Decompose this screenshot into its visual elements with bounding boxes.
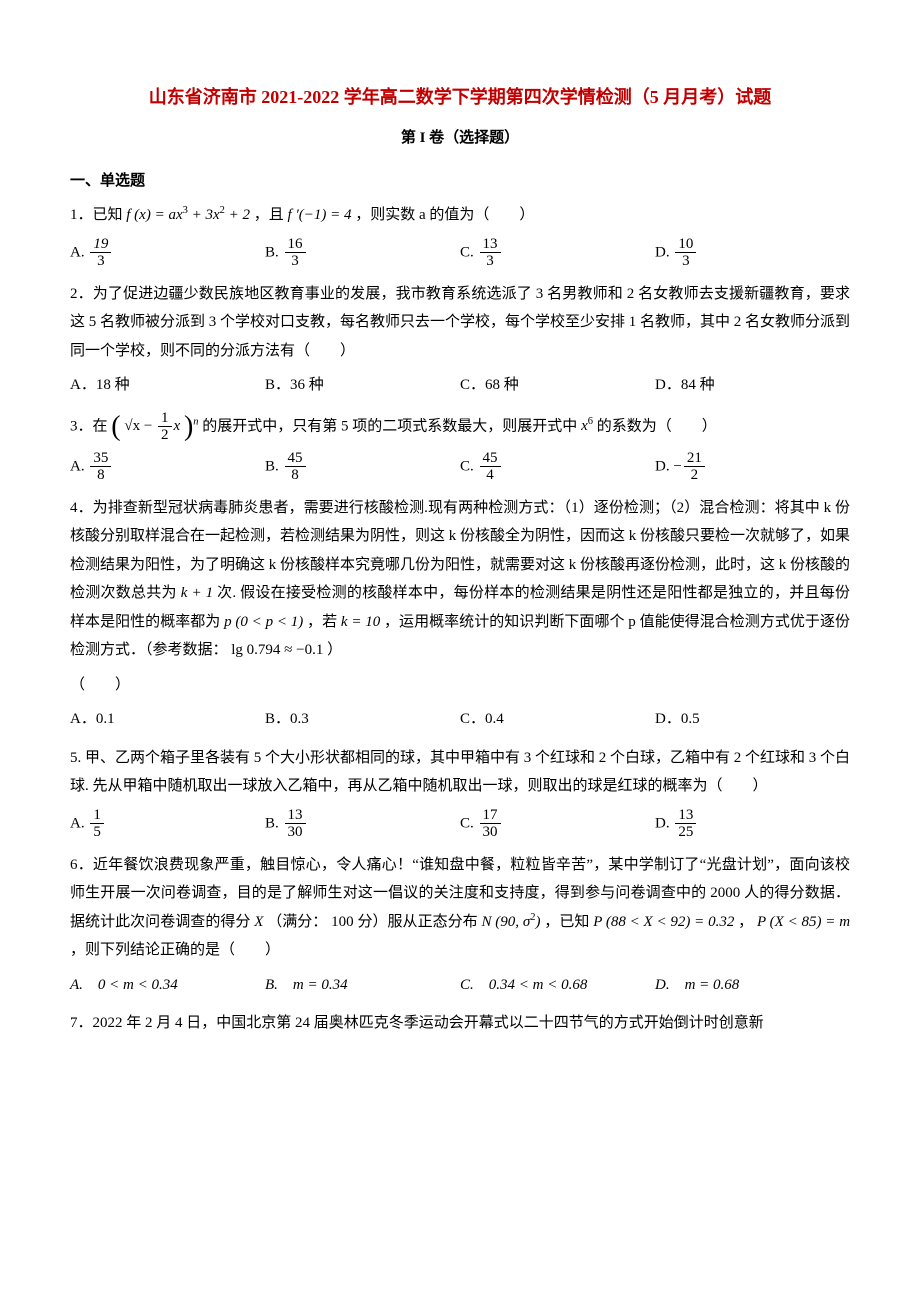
- q4-choice-b: B．0.3: [265, 705, 460, 734]
- q5-choices: A. 15 B. 1330 C. 1730 D. 1325: [70, 807, 850, 841]
- q6-choice-a: A. 0 < m < 0.34: [70, 971, 265, 1000]
- q6-c: （满分：: [267, 914, 327, 930]
- q3-mid: 的展开式中，只有第 5 项的二项式系数最大，则展开式中: [202, 418, 581, 434]
- q1-fprime: f ′(−1) = 4: [288, 207, 352, 223]
- q4-lg: lg 0.794 ≈ −0.1: [231, 642, 323, 658]
- fraction: 454: [480, 450, 501, 484]
- lparen-icon: (: [111, 411, 120, 442]
- q6-X: X: [254, 914, 263, 930]
- section-heading: 一、单选题: [70, 167, 850, 196]
- choice-label: A.: [70, 244, 85, 260]
- question-7: 7．2022 年 2 月 4 日，中国北京第 24 届奥林匹克冬季运动会开幕式以…: [70, 1009, 850, 1038]
- neg-sign: −: [673, 458, 681, 474]
- fraction: 1730: [480, 807, 501, 841]
- q6-P1: P (88 < X < 92) = 0.32: [593, 914, 734, 930]
- question-6: 6．近年餐饮浪费现象严重，触目惊心，令人痛心！“谁知盘中餐，粒粒皆辛苦”，某中学…: [70, 851, 850, 965]
- page-title: 山东省济南市 2021-2022 学年高二数学下学期第四次学情检测（5 月月考）…: [70, 80, 850, 114]
- q1-fx: f (x) = ax3 + 3x2 + 2: [126, 207, 250, 223]
- choice-label: B.: [265, 244, 279, 260]
- fraction: 103: [675, 236, 696, 270]
- fraction: 15: [90, 807, 104, 841]
- q1-choice-c: C. 133: [460, 236, 655, 270]
- q6-e: ，已知: [544, 914, 593, 930]
- fraction: 193: [90, 236, 111, 270]
- q1-text: 1．已知: [70, 207, 126, 223]
- choice-label: D.: [655, 458, 670, 474]
- choice-label: D.: [655, 815, 670, 831]
- q3-choice-b: B. 458: [265, 450, 460, 484]
- rparen-icon: ): [184, 411, 193, 442]
- q3-pre: 3．在: [70, 418, 108, 434]
- q4-choices: A．0.1 B．0.3 C．0.4 D．0.5: [70, 705, 850, 734]
- q3-choice-d: D. −212: [655, 450, 850, 484]
- q4-c: ，若: [307, 614, 341, 630]
- fraction: 1325: [675, 807, 696, 841]
- q4-choice-d: D．0.5: [655, 705, 850, 734]
- q1-choices: A. 193 B. 163 C. 133 D. 103: [70, 236, 850, 270]
- q6-100: 100: [331, 914, 354, 930]
- fraction: 133: [480, 236, 501, 270]
- fraction: 212: [684, 450, 705, 484]
- fraction: 163: [285, 236, 306, 270]
- fraction: 1330: [285, 807, 306, 841]
- question-4: 4．为排查新型冠状病毒肺炎患者，需要进行核酸检测.现有两种检测方式：（1）逐份检…: [70, 494, 850, 665]
- q6-f: ，则下列结论正确的是（ ）: [70, 942, 280, 958]
- q5-choice-a: A. 15: [70, 807, 265, 841]
- q1-choice-b: B. 163: [265, 236, 460, 270]
- q4-p: p (0 < p < 1): [224, 614, 303, 630]
- q6-d: 分）服从正态分布: [357, 914, 481, 930]
- q1-choice-a: A. 193: [70, 236, 265, 270]
- q6-comma: ，: [738, 914, 753, 930]
- q6-2000: 2000: [710, 885, 740, 901]
- q2-choice-b: B．36 种: [265, 371, 460, 400]
- q6-P2: P (X < 85) = m: [757, 914, 850, 930]
- question-3: 3．在 ( √x − 12x )n 的展开式中，只有第 5 项的二项式系数最大，…: [70, 410, 850, 444]
- q3-exp: n: [193, 416, 198, 427]
- q1-and: ，且: [254, 207, 288, 223]
- choice-label: C.: [460, 244, 474, 260]
- q6-N: N (90, σ2): [482, 914, 541, 930]
- q5-choice-d: D. 1325: [655, 807, 850, 841]
- q6-choice-c: C. 0.34 < m < 0.68: [460, 971, 655, 1000]
- q1-choice-d: D. 103: [655, 236, 850, 270]
- q3-choices: A. 358 B. 458 C. 454 D. −212: [70, 450, 850, 484]
- q4-k10: k = 10: [341, 614, 380, 630]
- choice-label: B.: [265, 815, 279, 831]
- q4-e: ）: [327, 642, 342, 658]
- page-subtitle: 第 I 卷（选择题）: [70, 124, 850, 153]
- q2-choice-d: D．84 种: [655, 371, 850, 400]
- choice-label: A.: [70, 815, 85, 831]
- q2-choice-a: A．18 种: [70, 371, 265, 400]
- q2-choices: A．18 种 B．36 种 C．68 种 D．84 种: [70, 371, 850, 400]
- q6-choice-d: D. m = 0.68: [655, 971, 850, 1000]
- q2-choice-c: C．68 种: [460, 371, 655, 400]
- choice-label: A.: [70, 458, 85, 474]
- q4-choice-a: A．0.1: [70, 705, 265, 734]
- choice-label: C.: [460, 458, 474, 474]
- q3-inner: √x − 12x: [124, 418, 184, 434]
- q3-tail: 的系数为（ ）: [597, 418, 717, 434]
- question-2: 2．为了促进边疆少数民族地区教育事业的发展，我市教育系统选派了 3 名男教师和 …: [70, 280, 850, 366]
- question-5: 5. 甲、乙两个箱子里各装有 5 个大小形状都相同的球，其中甲箱中有 3 个红球…: [70, 744, 850, 801]
- q5-choice-c: C. 1730: [460, 807, 655, 841]
- q3-choice-c: C. 454: [460, 450, 655, 484]
- fraction: 458: [285, 450, 306, 484]
- fraction: 358: [90, 450, 111, 484]
- q3-x6: x6: [581, 418, 593, 434]
- q4-k1: k + 1: [181, 585, 213, 601]
- choice-label: D.: [655, 244, 670, 260]
- q6-choice-b: B. m = 0.34: [265, 971, 460, 1000]
- choice-label: B.: [265, 458, 279, 474]
- q6-choices: A. 0 < m < 0.34 B. m = 0.34 C. 0.34 < m …: [70, 971, 850, 1000]
- q4-blank: （ ）: [70, 671, 850, 700]
- choice-label: C.: [460, 815, 474, 831]
- q5-choice-b: B. 1330: [265, 807, 460, 841]
- q3-choice-a: A. 358: [70, 450, 265, 484]
- q4-choice-c: C．0.4: [460, 705, 655, 734]
- question-1: 1．已知 f (x) = ax3 + 3x2 + 2 ，且 f ′(−1) = …: [70, 201, 850, 230]
- q1-tail: ，则实数 a 的值为（ ）: [355, 207, 534, 223]
